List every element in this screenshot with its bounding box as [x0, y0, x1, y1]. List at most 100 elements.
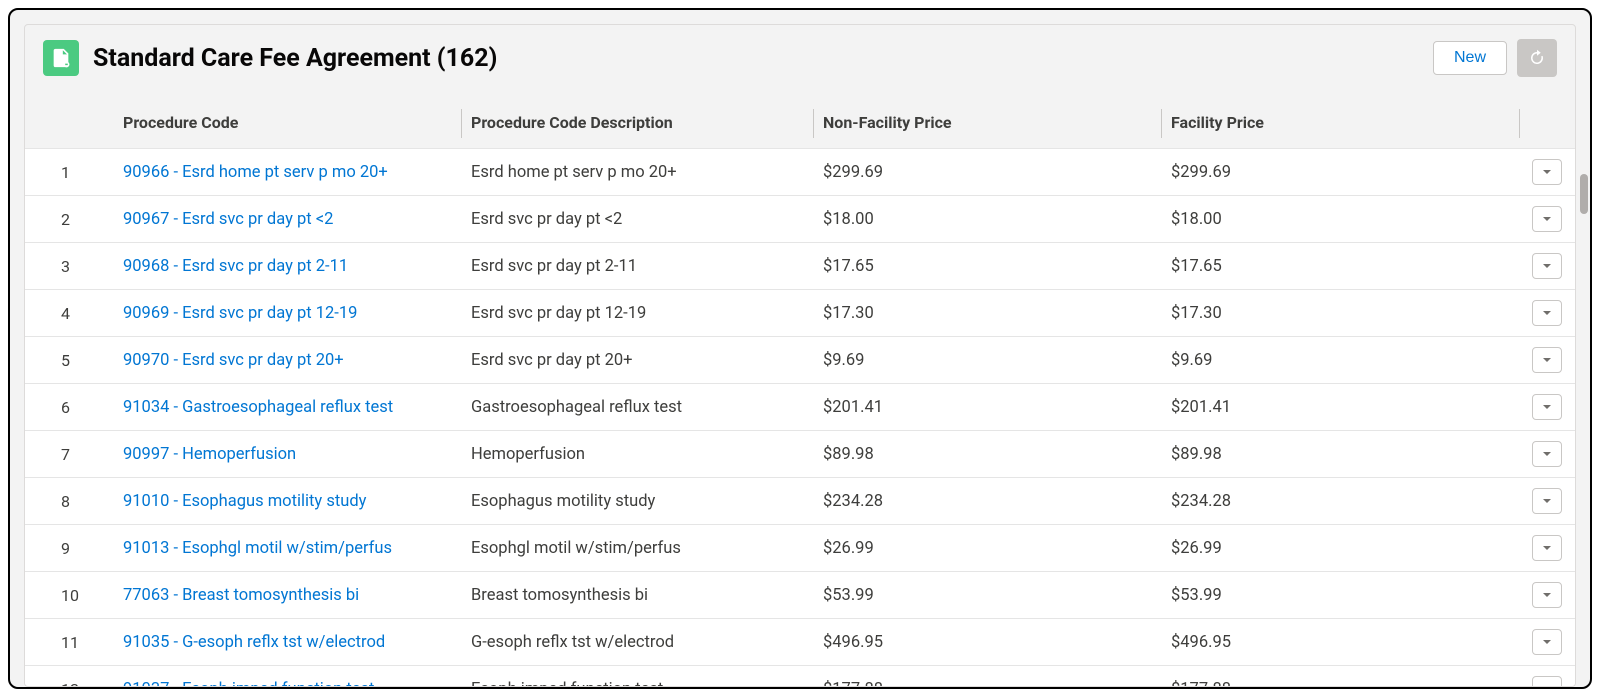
cell-description: Esrd svc pr day pt 2-11	[461, 243, 813, 290]
cell-actions	[1519, 337, 1575, 384]
cell-facility-price: $234.28	[1161, 478, 1519, 525]
col-header-nfp[interactable]: Non-Facility Price	[813, 99, 1161, 149]
procedure-code-link[interactable]: 90967 - Esrd svc pr day pt <2	[123, 210, 333, 229]
row-number: 7	[25, 431, 113, 478]
contract-doc-icon	[43, 40, 79, 76]
table-row: 3 90968 - Esrd svc pr day pt 2-11 Esrd svc…	[25, 243, 1575, 290]
table-container: Procedure Code Procedure Code Descriptio…	[25, 99, 1575, 686]
cell-description: Esophgl motil w/stim/perfus	[461, 525, 813, 572]
cell-description: Esoph imped function test	[461, 666, 813, 687]
row-action-menu-button[interactable]	[1532, 488, 1562, 514]
row-action-menu-button[interactable]	[1532, 394, 1562, 420]
cell-facility-price: $17.65	[1161, 243, 1519, 290]
cell-procedure-code: 90966 - Esrd home pt serv p mo 20+	[113, 149, 461, 196]
procedure-code-link[interactable]: 90970 - Esrd svc pr day pt 20+	[123, 351, 344, 370]
cell-non-facility-price: $9.69	[813, 337, 1161, 384]
cell-procedure-code: 77063 - Breast tomosynthesis bi	[113, 572, 461, 619]
panel-header: Standard Care Fee Agreement (162) New	[25, 25, 1575, 99]
chevron-down-icon	[1542, 261, 1552, 271]
table-row: 1291037 - Esoph imped function testEsoph…	[25, 666, 1575, 687]
row-number: 11	[25, 619, 113, 666]
cell-actions	[1519, 149, 1575, 196]
cell-actions	[1519, 572, 1575, 619]
cell-facility-price: $89.98	[1161, 431, 1519, 478]
chevron-down-icon	[1542, 402, 1552, 412]
cell-actions	[1519, 619, 1575, 666]
col-header-fp[interactable]: Facility Price	[1161, 99, 1519, 149]
row-number: 2	[25, 196, 113, 243]
row-action-menu-button[interactable]	[1532, 441, 1562, 467]
fee-table: Procedure Code Procedure Code Descriptio…	[25, 99, 1575, 686]
procedure-code-link[interactable]: 91037 - Esoph imped function test	[123, 680, 374, 687]
procedure-code-link[interactable]: 91013 - Esophgl motil w/stim/perfus	[123, 539, 392, 558]
cell-description: Gastroesophageal reflux test	[461, 384, 813, 431]
row-action-menu-button[interactable]	[1532, 300, 1562, 326]
cell-actions	[1519, 290, 1575, 337]
cell-procedure-code: 91037 - Esoph imped function test	[113, 666, 461, 687]
row-action-menu-button[interactable]	[1532, 535, 1562, 561]
header-actions: New	[1433, 39, 1557, 77]
cell-non-facility-price: $53.99	[813, 572, 1161, 619]
cell-facility-price: $17.30	[1161, 290, 1519, 337]
cell-facility-price: $26.99	[1161, 525, 1519, 572]
cell-procedure-code: 91010 - Esophagus motility study	[113, 478, 461, 525]
procedure-code-link[interactable]: 90966 - Esrd home pt serv p mo 20+	[123, 163, 388, 182]
row-number: 5	[25, 337, 113, 384]
cell-non-facility-price: $18.00	[813, 196, 1161, 243]
new-button[interactable]: New	[1433, 41, 1507, 75]
chevron-down-icon	[1542, 167, 1552, 177]
row-action-menu-button[interactable]	[1532, 253, 1562, 279]
table-body: 190966 - Esrd home pt serv p mo 20+Esrd …	[25, 149, 1575, 687]
chevron-down-icon	[1542, 449, 1552, 459]
col-header-code[interactable]: Procedure Code	[113, 99, 461, 149]
procedure-code-link[interactable]: 91010 - Esophagus motility study	[123, 492, 366, 511]
cell-facility-price: $496.95	[1161, 619, 1519, 666]
refresh-button[interactable]	[1517, 39, 1557, 77]
row-action-menu-button[interactable]	[1532, 582, 1562, 608]
cell-facility-price: $18.00	[1161, 196, 1519, 243]
cell-description: Esophagus motility study	[461, 478, 813, 525]
cell-non-facility-price: $177.88	[813, 666, 1161, 687]
chevron-down-icon	[1542, 496, 1552, 506]
chevron-down-icon	[1542, 308, 1552, 318]
table-row: 6 91034 - Gastroesophageal reflux test Gas…	[25, 384, 1575, 431]
chevron-down-icon	[1542, 590, 1552, 600]
procedure-code-link[interactable]: 77063 - Breast tomosynthesis bi	[123, 586, 359, 605]
row-action-menu-button[interactable]	[1532, 347, 1562, 373]
procedure-code-link[interactable]: 91034 - Gastroesophageal reflux test	[123, 398, 393, 417]
chevron-down-icon	[1542, 355, 1552, 365]
procedure-code-link[interactable]: 90997 - Hemoperfusion	[123, 445, 296, 464]
procedure-code-link[interactable]: 90968 - Esrd svc pr day pt 2-11	[123, 257, 348, 276]
row-action-menu-button[interactable]	[1532, 629, 1562, 655]
cell-facility-price: $9.69	[1161, 337, 1519, 384]
cell-non-facility-price: $89.98	[813, 431, 1161, 478]
table-row: 9 91013 - Esophgl motil w/stim/perfus Esop…	[25, 525, 1575, 572]
table-row: 490969 - Esrd svc pr day pt 12-19Esrd sv…	[25, 290, 1575, 337]
cell-non-facility-price: $234.28	[813, 478, 1161, 525]
cell-procedure-code: 90968 - Esrd svc pr day pt 2-11	[113, 243, 461, 290]
refresh-icon	[1528, 49, 1546, 67]
cell-actions	[1519, 525, 1575, 572]
row-action-menu-button[interactable]	[1532, 159, 1562, 185]
procedure-code-link[interactable]: 90969 - Esrd svc pr day pt 12-19	[123, 304, 357, 323]
row-action-menu-button[interactable]	[1532, 206, 1562, 232]
col-header-desc[interactable]: Procedure Code Description	[461, 99, 813, 149]
row-number: 3	[25, 243, 113, 290]
procedure-code-link[interactable]: 91035 - G-esoph reflx tst w/electrod	[123, 633, 385, 652]
table-row: 1077063 - Breast tomosynthesis biBreast …	[25, 572, 1575, 619]
cell-actions	[1519, 666, 1575, 687]
col-header-act[interactable]	[1519, 99, 1575, 149]
scrollbar-thumb[interactable]	[1580, 174, 1588, 214]
cell-procedure-code: 90969 - Esrd svc pr day pt 12-19	[113, 290, 461, 337]
cell-actions	[1519, 431, 1575, 478]
app-frame: Standard Care Fee Agreement (162) New Pr…	[8, 8, 1592, 689]
row-number: 6	[25, 384, 113, 431]
row-action-menu-button[interactable]	[1532, 676, 1562, 686]
cell-procedure-code: 91034 - Gastroesophageal reflux test	[113, 384, 461, 431]
row-number: 9	[25, 525, 113, 572]
col-header-num[interactable]	[25, 99, 113, 149]
row-number: 8	[25, 478, 113, 525]
cell-facility-price: $299.69	[1161, 149, 1519, 196]
table-row: 1191035 - G-esoph reflx tst w/electrodG-…	[25, 619, 1575, 666]
page-title: Standard Care Fee Agreement (162)	[93, 44, 1419, 73]
